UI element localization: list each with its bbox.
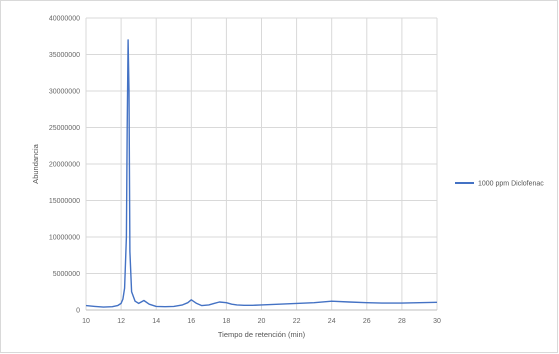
- x-tick-label: 24: [328, 318, 336, 325]
- y-tick-label: 10000000: [49, 235, 80, 242]
- y-tick-label: 15000000: [49, 198, 80, 205]
- y-tick-labels: 0 5000000 10000000 15000000 20000000 25000000…: [49, 16, 80, 315]
- x-tick-label: 30: [433, 318, 441, 325]
- legend: 1000 ppm Diclofenac: [455, 181, 544, 188]
- y-tick-label: 30000000: [49, 89, 80, 96]
- x-tick-label: 10: [82, 318, 90, 325]
- y-tick-label: 0: [76, 308, 80, 315]
- y-tick-label: 5000000: [53, 271, 80, 278]
- x-axis-title: Tiempo de retención (min): [218, 330, 306, 339]
- legend-label: 1000 ppm Diclofenac: [478, 181, 544, 188]
- grid-lines: [85, 17, 438, 310]
- x-tick-label: 14: [152, 318, 160, 325]
- x-tick-label: 20: [258, 318, 266, 325]
- x-tick-label: 22: [293, 318, 301, 325]
- series-line: [85, 39, 438, 308]
- y-tick-label: 25000000: [49, 125, 80, 132]
- y-axis-title: Abundancia: [31, 143, 40, 183]
- x-tick-labels: 10 12 14 16 18 20 22 24 26 28 30: [82, 318, 441, 325]
- x-tick-label: 16: [187, 318, 195, 325]
- x-tick-label: 26: [363, 318, 371, 325]
- y-tick-label: 35000000: [49, 52, 80, 59]
- x-tick-label: 12: [117, 318, 125, 325]
- y-tick-label: 40000000: [49, 16, 80, 23]
- series-layer: [85, 39, 438, 308]
- y-tick-label: 20000000: [49, 162, 80, 169]
- x-tick-label: 28: [398, 318, 406, 325]
- x-tick-label: 18: [223, 318, 231, 325]
